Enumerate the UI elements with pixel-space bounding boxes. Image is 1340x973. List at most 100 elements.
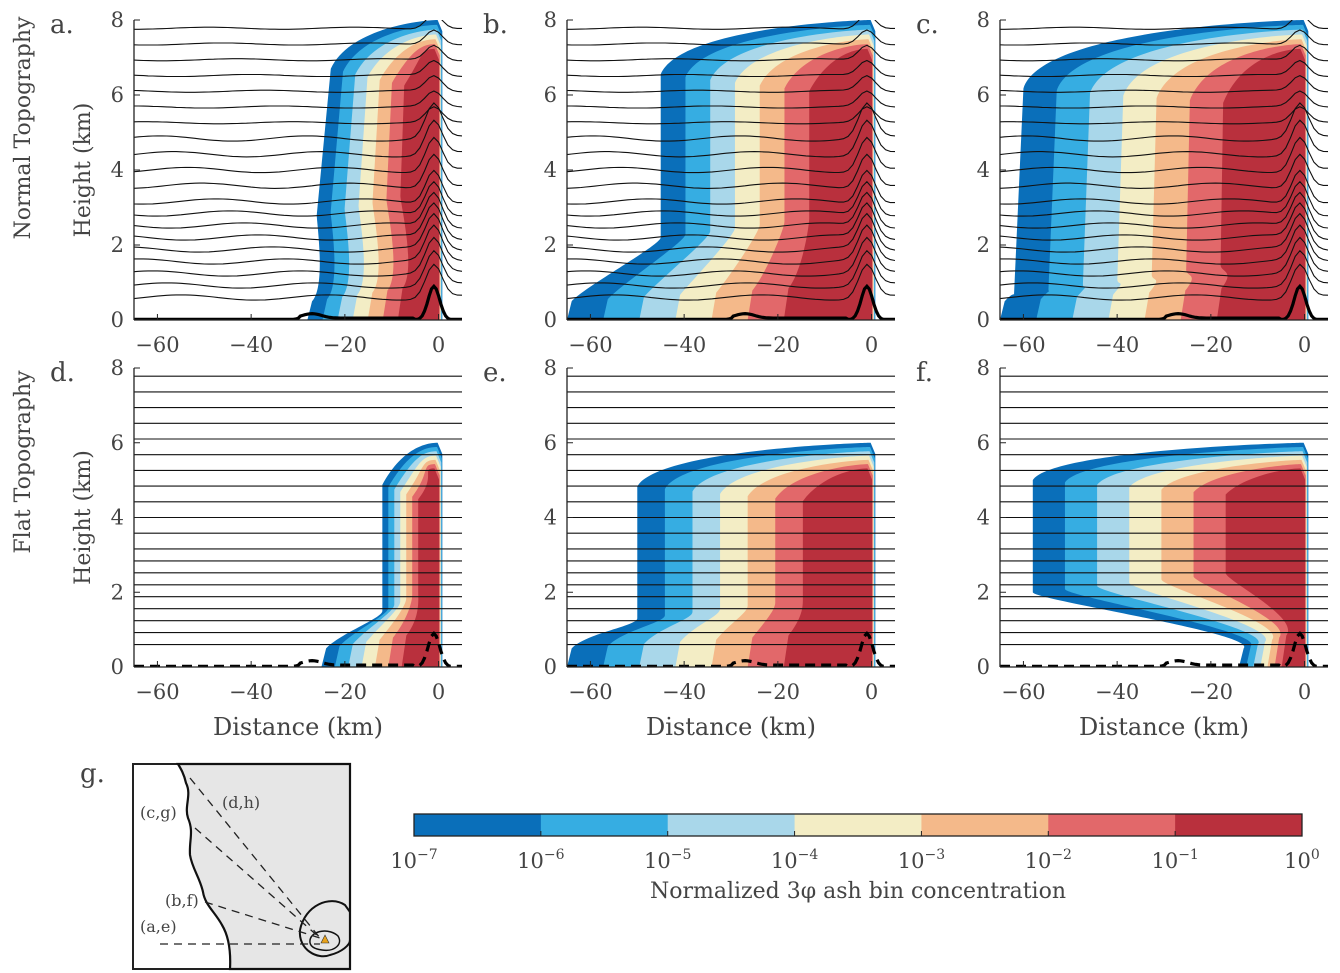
terrain-profile xyxy=(1000,630,1328,667)
panel-letter: d. xyxy=(50,358,75,388)
y-tick-label: 2 xyxy=(544,580,557,604)
colorbar-swatch xyxy=(921,814,1049,836)
contour-line xyxy=(1000,102,1328,142)
x-axis-label: Distance (km) xyxy=(646,713,816,741)
y-tick-label: 0 xyxy=(977,655,990,679)
contour-line xyxy=(134,180,462,217)
x-tick-label: −20 xyxy=(756,333,800,357)
x-tick-label: −20 xyxy=(323,333,367,357)
contour-line xyxy=(567,191,895,229)
x-tick-label: −60 xyxy=(1001,333,1045,357)
x-tick-label: −20 xyxy=(1189,333,1233,357)
panel-e: −60 −40 −20 0 0 2 4 6 8 e. Distance (km) xyxy=(483,356,895,741)
panel-c: −60 −40 −20 0 0 2 4 6 8 c. xyxy=(916,8,1328,357)
contour-line xyxy=(134,212,462,253)
map-label-b-f: (b,f) xyxy=(165,891,199,910)
y-tick-label: 4 xyxy=(111,506,124,530)
vent-marker xyxy=(320,934,330,944)
y-tick-label: 2 xyxy=(111,233,124,257)
colorbar-label: Normalized 3φ ash bin concentration xyxy=(650,879,1066,904)
y-tick-label: 2 xyxy=(544,233,557,257)
colorbar-frame xyxy=(413,813,1303,837)
x-axis-label: Distance (km) xyxy=(1079,713,1249,741)
x-tick-label: 0 xyxy=(432,333,445,357)
y-tick-label: 0 xyxy=(977,308,990,332)
x-tick-label: 0 xyxy=(1298,680,1311,704)
plot-area xyxy=(134,375,462,667)
y-tick-label: 2 xyxy=(111,580,124,604)
contour-line xyxy=(134,29,462,46)
contour-lines xyxy=(1000,375,1328,646)
plot-area xyxy=(1000,20,1328,320)
terrain-profile xyxy=(567,283,895,320)
contour-line xyxy=(1000,106,1328,125)
colorbar-tick-label: 10−7 xyxy=(390,847,437,873)
x-tick-label: −20 xyxy=(1189,680,1233,704)
colorbar-swatch xyxy=(1048,814,1176,836)
terrain-profile xyxy=(1000,283,1328,320)
y-tick-label: 0 xyxy=(544,308,557,332)
contour-line xyxy=(567,236,895,277)
x-tick-label: −60 xyxy=(135,680,179,704)
x-tick-label: −40 xyxy=(1095,680,1139,704)
contour-line xyxy=(134,119,462,158)
row-label-normal: Normal Topography xyxy=(11,16,36,240)
colorbar-tick-label: 10−3 xyxy=(898,847,945,873)
contour-line xyxy=(567,224,895,265)
contour-line xyxy=(567,249,895,289)
contour-line xyxy=(1000,169,1328,205)
contour-line xyxy=(1000,191,1328,229)
contour-line xyxy=(1000,90,1328,109)
colorbar-swatch xyxy=(1175,814,1303,836)
contour-lines xyxy=(134,20,462,301)
contour-line xyxy=(134,191,462,229)
x-tick-label: 0 xyxy=(865,333,878,357)
colorbar-tick-label: 10−2 xyxy=(1025,847,1072,873)
contour-lines xyxy=(1000,20,1328,301)
contour-line xyxy=(1000,180,1328,217)
y-tick-label: 2 xyxy=(977,233,990,257)
y-tick-label: 0 xyxy=(544,655,557,679)
y-tick-label: 6 xyxy=(111,83,124,107)
concentration-band-7 xyxy=(783,48,873,320)
contour-line xyxy=(134,90,462,109)
contour-lines xyxy=(134,375,462,646)
contour-line xyxy=(134,169,462,205)
concentration-band-7 xyxy=(1216,48,1306,320)
contour-line xyxy=(567,212,895,253)
contour-line xyxy=(1000,153,1328,189)
x-tick-label: −20 xyxy=(323,680,367,704)
panel-letter: c. xyxy=(916,10,939,40)
y-tick-label: 8 xyxy=(544,356,557,380)
contour-line xyxy=(134,102,462,142)
colorbar-tick-label: 10−1 xyxy=(1151,847,1198,873)
contour-line xyxy=(567,20,895,30)
panel-letter: f. xyxy=(916,358,933,388)
y-axis-label: Height (km) xyxy=(71,450,96,585)
y-tick-label: 2 xyxy=(977,580,990,604)
contour-line xyxy=(567,59,895,78)
colorbar-tick-label: 10−6 xyxy=(517,847,564,873)
colorbar-swatch xyxy=(667,814,796,836)
transect-d-h xyxy=(189,777,321,939)
contour-line xyxy=(567,136,895,174)
y-tick-label: 8 xyxy=(977,8,990,32)
contour-line xyxy=(1000,236,1328,277)
contour-line xyxy=(1000,249,1328,289)
map-label-d-h: (d,h) xyxy=(222,793,260,812)
contour-line xyxy=(567,119,895,158)
plot-area xyxy=(1000,375,1328,667)
contour-line xyxy=(567,263,895,301)
y-axis-label: Height (km) xyxy=(71,103,96,238)
terrain-profile xyxy=(134,630,462,667)
y-tick-label: 4 xyxy=(544,158,557,182)
contour-line xyxy=(567,29,895,46)
panel-d: −60 −40 −20 0 0 2 4 6 8 d. Height (km) Distance (km… xyxy=(50,356,462,741)
y-tick-label: 6 xyxy=(977,431,990,455)
contour-line xyxy=(567,74,895,93)
panels-group: −60 −40 −20 0 0 2 4 6 8 a. Height (km) −60 −40 −20 0 0 2… xyxy=(50,8,1328,741)
transect-b-f xyxy=(204,901,321,939)
x-tick-label: −40 xyxy=(229,680,273,704)
y-tick-label: 4 xyxy=(977,158,990,182)
